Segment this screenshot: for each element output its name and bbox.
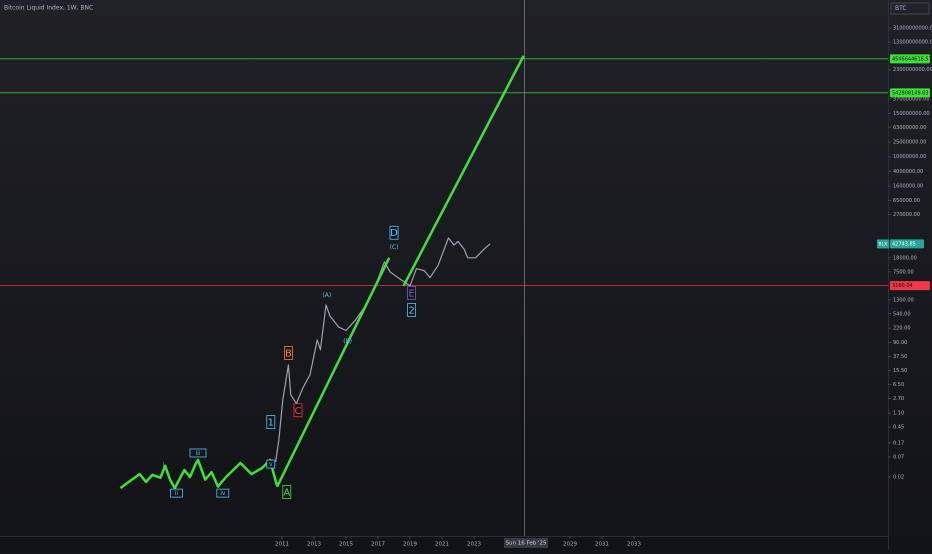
- y-tick-label: 4000000.00: [893, 169, 923, 175]
- wave-label: (B): [343, 338, 352, 345]
- y-tick-label: 18000.00: [893, 255, 917, 261]
- x-tick-label: 2011: [275, 542, 289, 548]
- wave-label: C: [295, 406, 302, 417]
- x-tick-label: 2017: [371, 542, 385, 548]
- x-tick-label: 2015: [339, 542, 353, 548]
- y-tick-label: 25000000.00: [893, 140, 926, 146]
- last-price-box: [890, 239, 924, 249]
- series-line: [119, 458, 279, 490]
- wave-label-box: [266, 415, 276, 429]
- price-label-box: [890, 88, 930, 98]
- y-tick-label: 270000.00: [893, 212, 920, 218]
- price-label: 3160.04: [892, 283, 913, 289]
- wave-label: ii: [175, 490, 179, 497]
- y-tick-label: 15.50: [893, 368, 907, 374]
- y-tick-label: 37.50: [893, 354, 907, 360]
- y-tick-label: 1.10: [893, 410, 904, 416]
- y-tick-label: 2300000000.00: [893, 67, 932, 73]
- y-tick-label: 31000000000.00: [893, 26, 932, 32]
- x-tick-label: 2029: [563, 542, 577, 548]
- y-tick-label: 10000000.00: [893, 154, 926, 160]
- x-tick-label: 2031: [595, 542, 609, 548]
- price-label: 542808149.03: [892, 90, 929, 96]
- x-tick-label: 2019: [403, 542, 417, 548]
- wave-label: 2: [408, 305, 414, 316]
- y-tick-label: 2.70: [893, 396, 904, 402]
- y-tick-label: 13000000000.00: [893, 40, 932, 46]
- wave-label-box: [389, 225, 399, 240]
- wave-label-box: [216, 488, 230, 498]
- x-tick-label: 2013: [307, 542, 321, 548]
- wave-label-box: [169, 488, 183, 498]
- y-tick-label: 0.17: [893, 440, 904, 446]
- series-line: [402, 55, 525, 287]
- symbol-box-label[interactable]: BTC: [895, 5, 907, 12]
- y-tick-label: 1600000.00: [893, 183, 923, 189]
- crosshair-label: Sun 16 Feb '25: [506, 541, 547, 547]
- chart-title: Bitcoin Liquid Index, 1W, BNC: [4, 5, 93, 12]
- wave-label-box: [283, 345, 293, 360]
- wave-label-box: [407, 303, 417, 317]
- y-tick-label: 650000.00: [893, 198, 920, 204]
- x-tick-label: 2021: [435, 542, 449, 548]
- y-tick-label: 220.00: [893, 326, 911, 332]
- last-price-label: 42743.85: [892, 241, 916, 247]
- y-tick-label: 7500.00: [893, 269, 914, 275]
- wave-label: iv: [220, 490, 226, 497]
- y-tick-label: 90.00: [893, 340, 907, 346]
- wave-label: E: [408, 288, 414, 299]
- wave-label-box: [282, 485, 292, 499]
- y-tick-label: 0.07: [893, 454, 904, 460]
- y-tick-label: 150000000.00: [893, 111, 930, 117]
- wave-label-box: [293, 403, 303, 418]
- wave-label: D: [390, 228, 398, 239]
- wave-label: B: [285, 348, 292, 359]
- wave-label-box: [189, 448, 207, 458]
- price-label: 4546644616.57: [892, 56, 932, 62]
- series-line: [276, 257, 391, 488]
- y-tick-label: 63000000.00: [893, 125, 926, 131]
- price-label-box: [890, 281, 930, 291]
- wave-label: iii: [195, 450, 200, 457]
- wave-label: v: [269, 461, 273, 468]
- last-price-symbol-box: [877, 239, 889, 249]
- y-tick-label: 540.00: [893, 311, 911, 317]
- wave-label: A: [283, 488, 290, 499]
- crosshair-label-box: [504, 538, 548, 548]
- last-price-symbol: BLX: [879, 241, 888, 247]
- wave-label: (A): [322, 292, 331, 299]
- y-tick-label: 6.50: [893, 382, 904, 388]
- wave-label-box: [266, 459, 276, 469]
- y-tick-label: 1300.00: [893, 297, 914, 303]
- symbol-box[interactable]: [890, 2, 930, 15]
- wave-label: 1: [268, 418, 274, 429]
- y-tick-label: 0.02: [893, 475, 904, 481]
- wave-label-box: [407, 285, 417, 300]
- y-tick-label: 370000000.00: [893, 96, 930, 102]
- x-tick-label: 2023: [467, 542, 481, 548]
- wave-label: (C): [390, 244, 399, 251]
- wave-label: i: [163, 462, 165, 469]
- x-tick-label: 2033: [627, 542, 641, 548]
- price-label-box: [890, 54, 930, 64]
- y-tick-label: 0.45: [893, 425, 904, 431]
